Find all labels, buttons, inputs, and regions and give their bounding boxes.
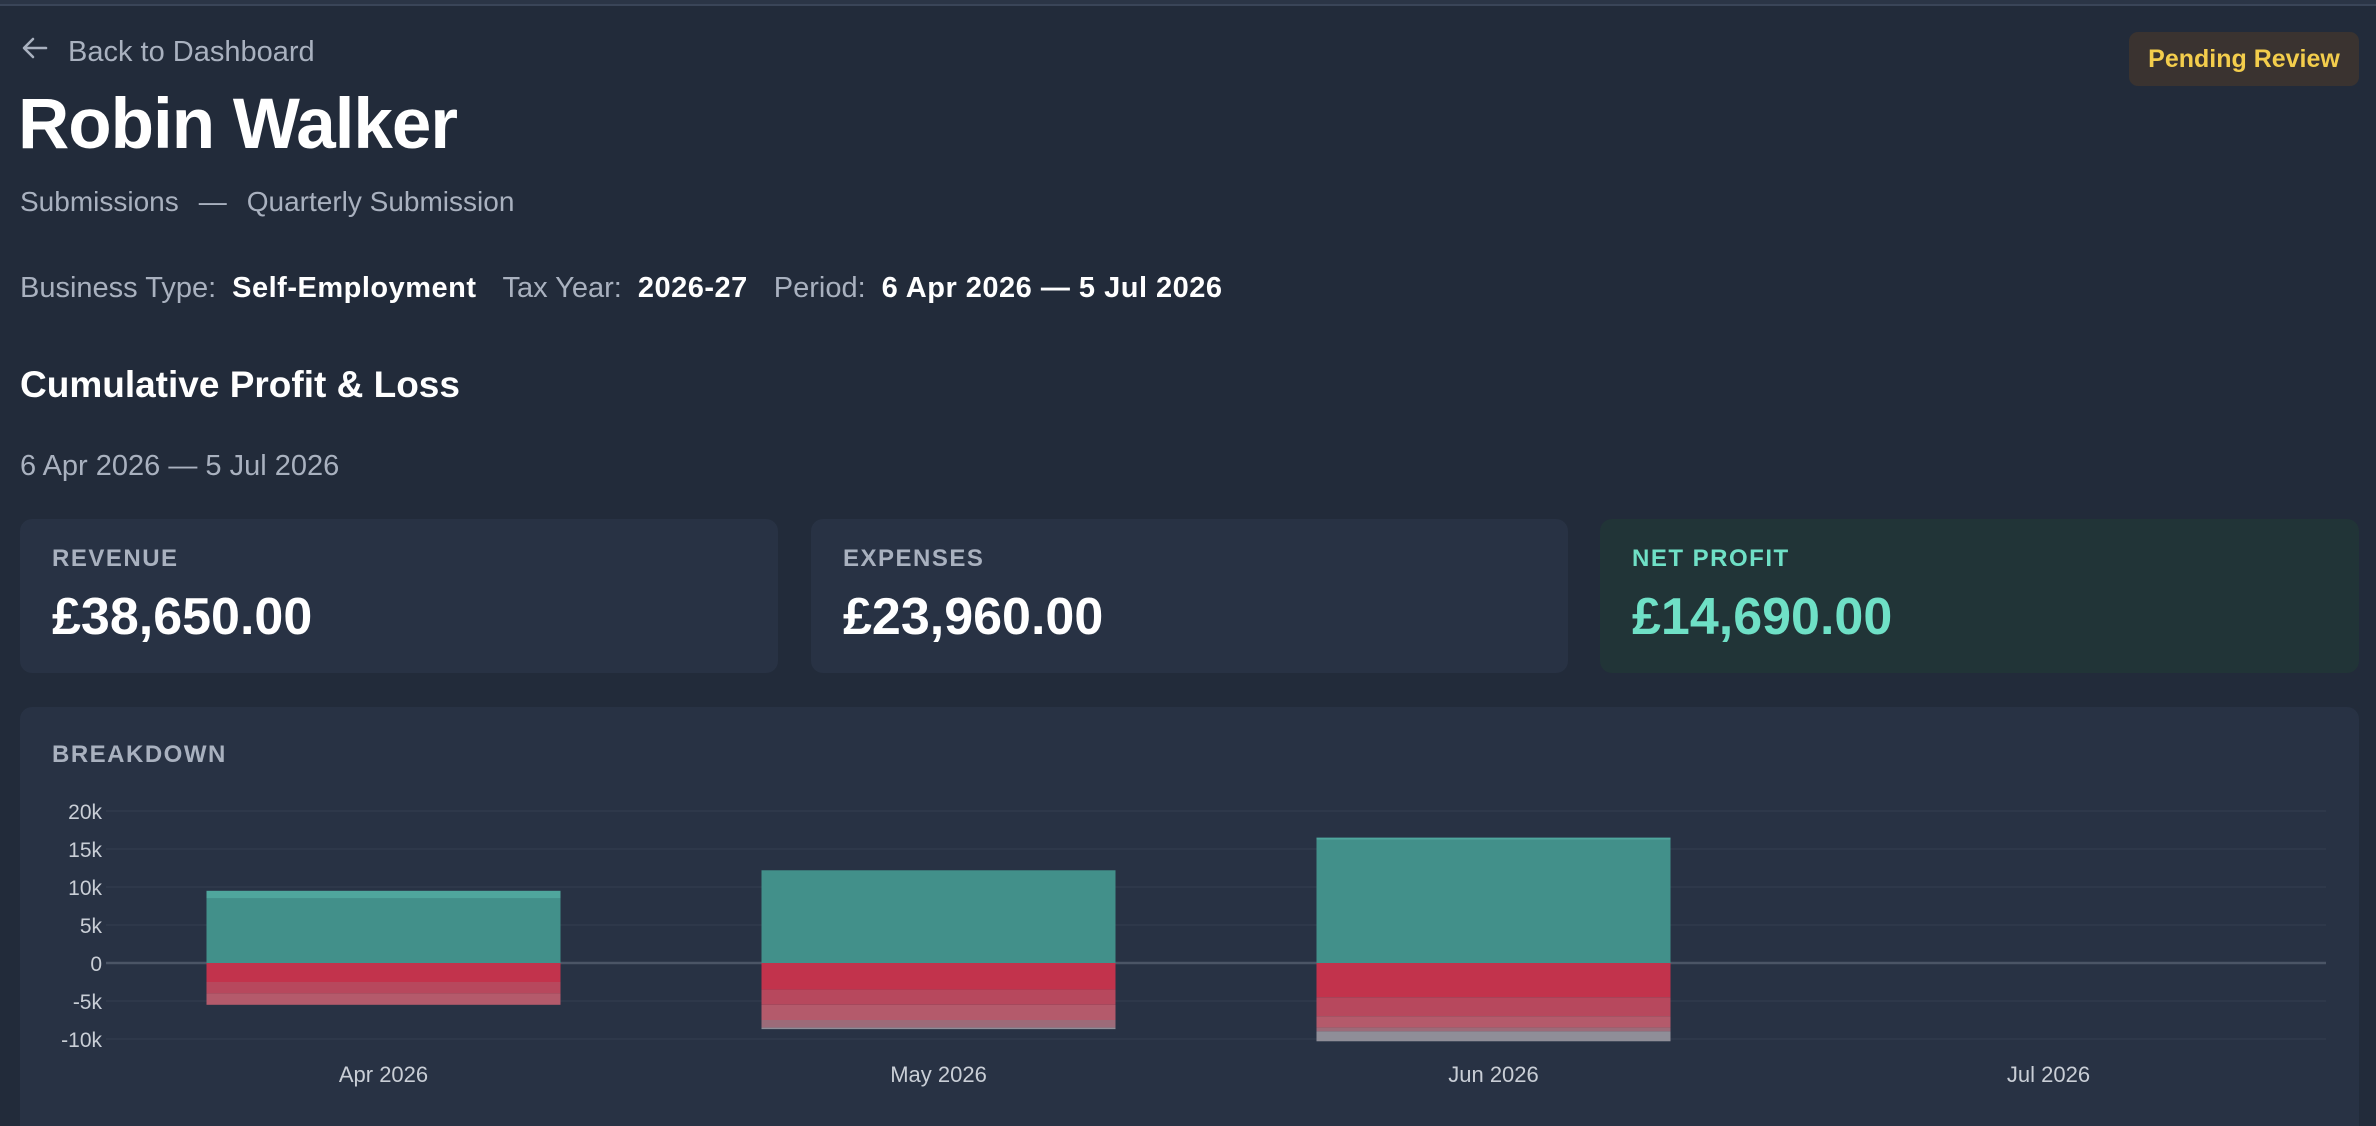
- x-tick-label: Apr 2026: [339, 1062, 428, 1087]
- bar-segment: [1316, 1027, 1671, 1032]
- submission-meta: Business Type: Self-Employment Tax Year:…: [20, 272, 1249, 305]
- x-tick-label: Jul 2026: [2007, 1062, 2090, 1087]
- y-tick-label: 5k: [80, 915, 103, 938]
- bar-segment: [1316, 997, 1671, 1017]
- breadcrumb: Submissions — Quarterly Submission: [20, 186, 514, 218]
- breadcrumb-section[interactable]: Submissions: [20, 186, 179, 217]
- back-link-label: Back to Dashboard: [68, 35, 315, 68]
- y-tick-label: -5k: [73, 991, 103, 1014]
- revenue-card: REVENUE £38,650.00: [20, 519, 778, 673]
- breakdown-chart: 20k 15k 10k 5k 0 -5k -10k Apr 2026 May 2026 Jun 2…: [61, 801, 2326, 1087]
- net-profit-card: NET PROFIT £14,690.00: [1600, 519, 2359, 673]
- breakdown-label: BREAKDOWN: [52, 741, 227, 768]
- status-badge: Pending Review: [2129, 32, 2359, 86]
- bar-segment: [206, 993, 561, 1005]
- section-title: Cumulative Profit & Loss: [20, 364, 460, 405]
- y-tick-label: 15k: [68, 839, 102, 862]
- bar-segment: [761, 963, 1116, 990]
- x-tick-label: Jun 2026: [1448, 1062, 1539, 1087]
- tax-year-value: 2026-27: [637, 272, 748, 304]
- expenses-card: EXPENSES £23,960.00: [811, 519, 1568, 673]
- net-profit-label: NET PROFIT: [1632, 545, 1790, 572]
- bar-segment: [1316, 837, 1671, 840]
- expenses-label: EXPENSES: [843, 545, 985, 572]
- section-period: 6 Apr 2026 — 5 Jul 2026: [20, 450, 340, 482]
- bar-segment: [761, 989, 1116, 1005]
- bar-segment: [761, 1020, 1116, 1028]
- y-tick-label: 10k: [68, 877, 102, 900]
- arrow-left-icon: [20, 33, 50, 71]
- page-title: Robin Walker: [18, 85, 458, 164]
- period-label: Period:: [773, 272, 866, 304]
- breadcrumb-current: Quarterly Submission: [246, 186, 515, 217]
- bar-segment: [206, 890, 561, 899]
- bar-segment: [1316, 839, 1671, 963]
- bar-segment: [1316, 963, 1671, 998]
- top-divider: [0, 0, 2376, 6]
- net-profit-value: £14,690.00: [1632, 588, 1893, 646]
- tax-year-label: Tax Year:: [502, 272, 622, 304]
- y-tick-label: 20k: [68, 801, 102, 824]
- bar-segment: [206, 963, 561, 982]
- bar-segment: [206, 898, 561, 963]
- revenue-value: £38,650.00: [52, 588, 313, 646]
- business-type-value: Self-Employment: [232, 272, 477, 304]
- expenses-value: £23,960.00: [843, 588, 1104, 646]
- business-type-label: Business Type:: [20, 272, 217, 304]
- bar-segment: [761, 1004, 1116, 1020]
- bar-segment: [761, 1027, 1116, 1030]
- bar-segment: [1316, 1016, 1671, 1028]
- period-value: 6 Apr 2026 — 5 Jul 2026: [881, 272, 1223, 304]
- bar-segment: [1316, 1031, 1671, 1042]
- revenue-label: REVENUE: [52, 545, 179, 572]
- breakdown-panel: BREAKDOWN 20k 15k 10k 5k 0 -5k -10k Apr 2026 May…: [20, 707, 2359, 1126]
- y-tick-label: -10k: [61, 1029, 102, 1052]
- y-tick-label: 0: [90, 953, 102, 976]
- back-to-dashboard-link[interactable]: Back to Dashboard: [20, 32, 315, 72]
- breadcrumb-separator: —: [198, 186, 227, 217]
- bar-segment: [206, 982, 561, 994]
- x-tick-label: May 2026: [890, 1062, 987, 1087]
- bar-segment: [761, 870, 1116, 963]
